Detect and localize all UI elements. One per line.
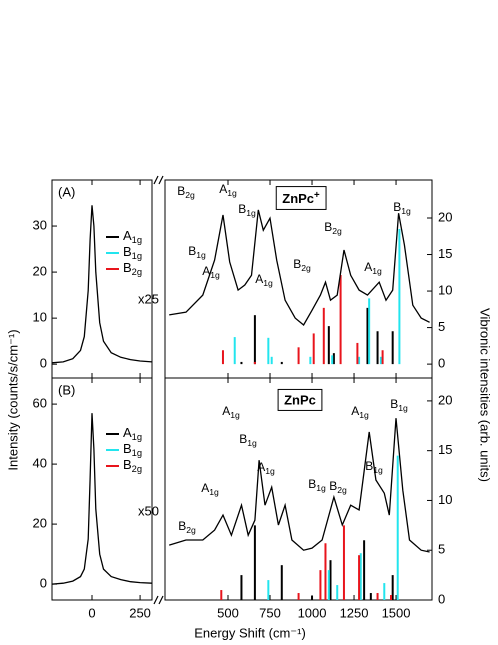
- mode-label: A1g: [222, 404, 240, 420]
- y2-axis-label: Vibronic intensities (arb. units): [478, 308, 493, 482]
- mode-label: B2g: [329, 479, 347, 495]
- y2-tick-label: 20: [438, 392, 452, 407]
- x-tick-label: 250: [129, 605, 151, 620]
- y2-tick-label: 5: [438, 319, 445, 334]
- scale-label: x25: [138, 291, 159, 306]
- legend-label: A1g: [123, 228, 142, 245]
- mode-label: B1g: [308, 477, 326, 493]
- scale-label: x50: [138, 503, 159, 518]
- molecule-box: [277, 388, 323, 411]
- legend-label: A1g: [123, 425, 142, 442]
- y2-tick-label: 15: [438, 246, 452, 261]
- break-mark: [158, 175, 164, 185]
- legend-label: B2g: [123, 457, 142, 474]
- x-tick-label: 750: [259, 605, 281, 620]
- spectrum-line: [51, 413, 153, 585]
- spectrum-line: [169, 418, 430, 553]
- break-mark: [153, 175, 159, 185]
- mode-label: A1g: [364, 260, 382, 276]
- mode-label: B2g: [324, 220, 342, 236]
- molecule-label: ZnPc: [284, 392, 316, 407]
- mode-label: A1g: [201, 481, 219, 497]
- break-mark: [153, 595, 159, 605]
- panel-label: (B): [58, 382, 75, 397]
- mode-label: A1g: [255, 272, 273, 288]
- x-axis-label: Energy Shift (cm⁻¹): [194, 625, 306, 640]
- plot-frame: [51, 179, 153, 379]
- mode-label: B1g: [390, 397, 408, 413]
- legend-label: B1g: [123, 441, 142, 458]
- y2-tick-label: 0: [438, 356, 445, 371]
- y2-tick-label: 5: [438, 542, 445, 557]
- y-tick-label: 10: [33, 310, 47, 325]
- spectrum-line: [51, 205, 153, 364]
- y2-tick-label: 0: [438, 591, 445, 606]
- y-tick-label: 40: [33, 456, 47, 471]
- mode-label: B2g: [293, 257, 311, 273]
- spectrum-line: [169, 209, 430, 326]
- y2-tick-label: 15: [438, 442, 452, 457]
- legend-label: B1g: [123, 244, 142, 261]
- y-tick-label: 20: [33, 516, 47, 531]
- mode-label: A1g: [202, 264, 220, 280]
- panel-label: (A): [58, 184, 75, 199]
- mode-label: B2g: [177, 184, 195, 200]
- molecule-box: [275, 186, 327, 210]
- mode-label: B1g: [238, 202, 256, 218]
- y-tick-label: 30: [33, 217, 47, 232]
- x-tick-label: 0: [88, 605, 95, 620]
- axis-break: [153, 175, 164, 605]
- y2-tick-label: 20: [438, 209, 452, 224]
- break-mark: [158, 595, 164, 605]
- legend-label: B2g: [123, 260, 142, 277]
- y-tick-label: 60: [33, 396, 47, 411]
- y2-tick-label: 10: [438, 282, 452, 297]
- y-tick-label: 0: [40, 356, 47, 371]
- mode-label: A1g: [257, 460, 275, 476]
- molecule-label: ZnPc+: [282, 190, 320, 207]
- mode-label: B2g: [178, 519, 196, 535]
- y-tick-label: 0: [40, 576, 47, 591]
- mode-label: B1g: [393, 200, 411, 216]
- mode-label: A1g: [219, 182, 237, 198]
- plot-frame: [51, 377, 153, 601]
- mode-label: B1g: [365, 459, 383, 475]
- mode-label: B1g: [239, 432, 257, 448]
- x-tick-label: 1250: [340, 605, 369, 620]
- x-tick-label: 1500: [382, 605, 411, 620]
- y-tick-label: 20: [33, 264, 47, 279]
- mode-label: B1g: [188, 244, 206, 260]
- x-tick-label: 1000: [298, 605, 327, 620]
- y-axis-label: Intensity (counts/s/cm⁻¹): [5, 329, 20, 470]
- y2-tick-label: 10: [438, 492, 452, 507]
- mode-label: A1g: [351, 404, 369, 420]
- x-tick-label: 500: [217, 605, 239, 620]
